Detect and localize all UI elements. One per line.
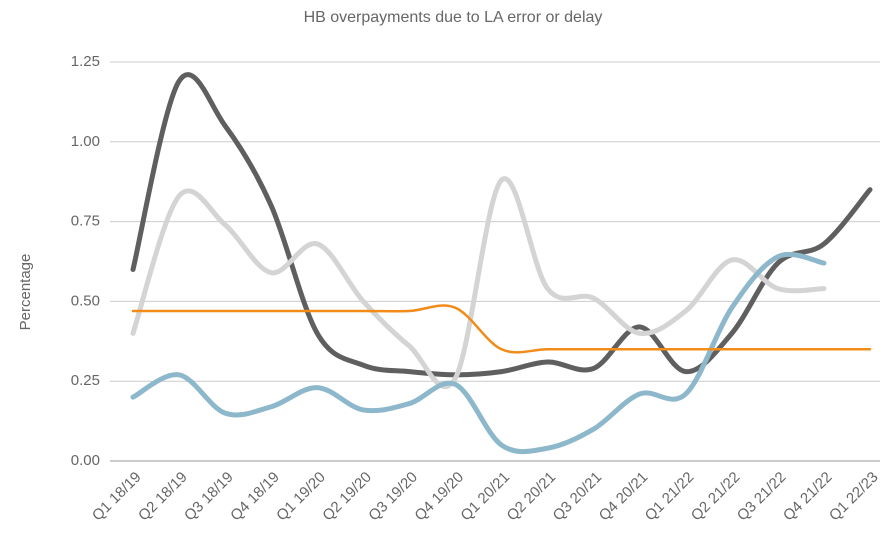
x-tick-label: Q2 18/19	[135, 469, 191, 525]
x-tick-label: Q1 22/23	[826, 469, 882, 525]
x-tick-label: Q2 20/21	[504, 469, 560, 525]
x-tick-label: Q4 21/22	[780, 469, 836, 525]
x-tick-label: Q1 20/21	[457, 469, 513, 525]
x-tick-label: Q4 19/20	[411, 469, 467, 525]
x-tick-label: Q1 21/22	[642, 469, 698, 525]
x-tick-label: Q3 18/19	[181, 469, 237, 525]
y-axis-label: Percentage	[17, 254, 34, 331]
x-tick-label: Q1 18/19	[89, 469, 145, 525]
series-line	[131, 304, 872, 354]
series-line	[130, 251, 827, 455]
y-tick-label: 0.00	[71, 452, 100, 469]
y-tick-label: 1.25	[71, 53, 100, 70]
y-tick-label: 0.25	[71, 372, 100, 389]
y-tick-label: 0.75	[71, 213, 100, 230]
x-tick-label: Q4 18/19	[227, 469, 283, 525]
x-tick-label: Q3 21/22	[734, 469, 790, 525]
y-tick-label: 1.00	[71, 133, 100, 150]
x-tick-label: Q3 20/21	[550, 469, 606, 525]
y-tick-label: 0.50	[71, 292, 100, 309]
x-tick-label: Q4 20/21	[596, 469, 652, 525]
series-line	[130, 176, 827, 389]
series-line	[130, 72, 873, 378]
x-tick-label: Q2 19/20	[319, 469, 375, 525]
chart-title: HB overpayments due to LA error or delay	[304, 9, 603, 26]
x-tick-label: Q3 19/20	[365, 469, 421, 525]
x-tick-label: Q2 21/22	[688, 469, 744, 525]
x-tick-label: Q1 19/20	[273, 469, 329, 525]
